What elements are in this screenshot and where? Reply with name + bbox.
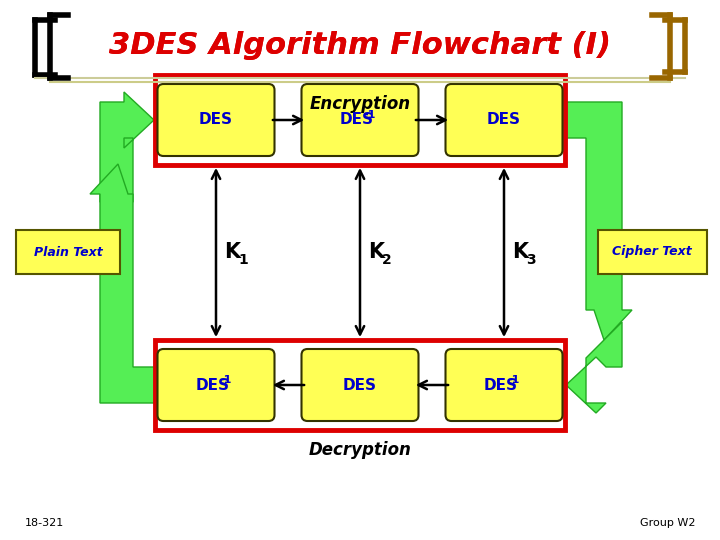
Text: K: K (512, 242, 528, 262)
Text: 1: 1 (238, 253, 248, 267)
Text: 2: 2 (382, 253, 392, 267)
Polygon shape (565, 102, 632, 340)
Text: DES: DES (199, 112, 233, 127)
Text: 18-321: 18-321 (25, 518, 64, 528)
Text: Group W2: Group W2 (639, 518, 695, 528)
Text: 3DES Algorithm Flowchart (I): 3DES Algorithm Flowchart (I) (109, 31, 611, 60)
Text: 3: 3 (526, 253, 536, 267)
Text: Decryption: Decryption (309, 441, 411, 459)
Text: Plain Text: Plain Text (34, 246, 102, 259)
Text: DES: DES (487, 112, 521, 127)
Text: 3DES Algorithm Flowchart (I): 3DES Algorithm Flowchart (I) (109, 31, 611, 60)
Text: Cipher Text: Cipher Text (612, 246, 692, 259)
FancyBboxPatch shape (16, 230, 120, 274)
FancyBboxPatch shape (158, 84, 274, 156)
FancyBboxPatch shape (598, 230, 706, 274)
Text: DES: DES (196, 377, 230, 393)
Text: K: K (224, 242, 240, 262)
Text: -1: -1 (364, 110, 376, 120)
Text: -1: -1 (508, 375, 520, 385)
FancyBboxPatch shape (302, 84, 418, 156)
Text: DES: DES (484, 377, 518, 393)
Text: DES: DES (340, 112, 374, 127)
Polygon shape (566, 322, 622, 413)
Polygon shape (100, 92, 154, 202)
Text: Encryption: Encryption (310, 95, 410, 113)
FancyBboxPatch shape (302, 349, 418, 421)
Text: -1: -1 (220, 375, 232, 385)
FancyBboxPatch shape (446, 349, 562, 421)
FancyBboxPatch shape (158, 349, 274, 421)
Text: K: K (368, 242, 384, 262)
Text: DES: DES (343, 377, 377, 393)
FancyBboxPatch shape (446, 84, 562, 156)
Polygon shape (90, 164, 155, 403)
